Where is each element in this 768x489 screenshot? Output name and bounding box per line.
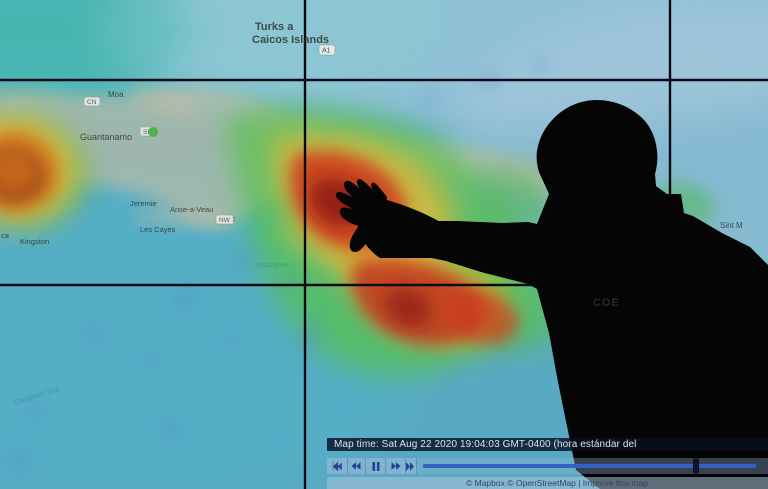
svg-text:ca: ca [1,231,10,240]
svg-text:Sint M: Sint M [720,221,743,230]
svg-text:Moa: Moa [108,90,124,99]
svg-text:Guantanamo: Guantanamo [80,132,132,142]
svg-text:A1: A1 [322,48,331,55]
svg-text:NW 7: NW 7 [219,217,236,224]
svg-text:Kingston: Kingston [20,237,49,246]
svg-text:Jeremie: Jeremie [130,199,157,208]
svg-text:Caicos Islands: Caicos Islands [252,34,329,46]
svg-text:CN: CN [87,99,97,106]
svg-text:COE: COE [593,297,620,309]
svg-text:Turks a: Turks a [255,21,294,33]
svg-text:Anse-a-Veau: Anse-a-Veau [170,205,213,214]
svg-text:Jarabacoa: Jarabacoa [255,262,288,269]
svg-text:Les Cayes: Les Cayes [140,225,176,234]
